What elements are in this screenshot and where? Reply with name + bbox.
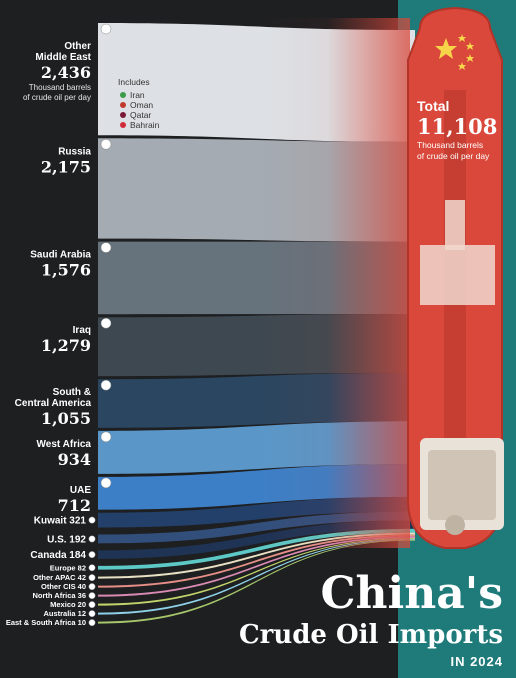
source-label: North Africa 36: [33, 591, 87, 600]
flow-band: [98, 532, 415, 579]
source-name: Middle East: [35, 52, 91, 63]
source-name: West Africa: [37, 439, 92, 450]
country-flag-icon: [100, 242, 112, 253]
china-flag-icon: [435, 34, 474, 70]
country-flag-icon: [100, 317, 112, 329]
chart-title: China's Crude Oil Imports IN 2024: [239, 568, 503, 669]
source-value: 2,436: [41, 63, 91, 82]
flow-band: [98, 538, 415, 606]
country-flag-icon: [88, 601, 96, 609]
flow-band: [98, 534, 415, 588]
country-flag-icon: [100, 379, 112, 391]
flow-band: [98, 538, 415, 615]
iran-flag-icon: [120, 92, 126, 98]
source-name: Central America: [15, 398, 92, 409]
unit-label: Thousand barrels: [29, 83, 91, 92]
includes-item: Iran: [130, 90, 145, 100]
source-name: Other: [64, 41, 91, 52]
source-label: East & South Africa 10: [6, 618, 86, 627]
bahrain-flag-icon: [120, 122, 126, 128]
source-label: Other APAC 42: [33, 573, 86, 582]
source-name: Saudi Arabia: [30, 250, 91, 261]
flow-fade-overlay: [260, 18, 410, 548]
country-flag-icon: [100, 477, 112, 489]
total-value: 11,108: [417, 114, 497, 139]
source-label: Europe 82: [50, 563, 86, 572]
country-flag-icon: [100, 23, 112, 35]
title-line1: China's: [321, 568, 503, 619]
source-name: Iraq: [73, 325, 91, 336]
qatar-flag-icon: [120, 112, 126, 118]
flow-band: [98, 528, 415, 570]
country-flag-icon: [88, 516, 96, 524]
country-flag-icon: [88, 574, 96, 582]
includes-legend: Includes Iran Oman Qatar Bahrain: [118, 77, 160, 130]
country-flag-icon: [88, 564, 96, 572]
source-value: 1,279: [41, 336, 91, 355]
includes-item: Bahrain: [130, 120, 160, 130]
source-name: Russia: [58, 146, 91, 157]
includes-item: Oman: [130, 100, 153, 110]
source-value: 934: [58, 450, 91, 469]
source-value: 1,055: [41, 409, 91, 428]
unit-label: of crude oil per day: [23, 93, 91, 102]
source-name: South &: [53, 387, 91, 398]
includes-heading: Includes: [118, 77, 150, 87]
total-unit-line1: Thousand barrels: [417, 140, 483, 150]
total-label: Total: [417, 98, 449, 114]
source-value: 2,175: [41, 157, 91, 176]
country-flag-icon: [88, 610, 96, 618]
source-value: 712: [58, 496, 91, 515]
total-block: Total 11,108 Thousand barrels of crude o…: [417, 98, 497, 161]
oil-tanker-ship: [407, 6, 504, 549]
source-label: Australia 12: [43, 609, 86, 618]
source-label: Other CIS 40: [41, 582, 86, 591]
country-flag-icon: [88, 551, 96, 559]
source-label: Mexico 20: [50, 600, 86, 609]
title-year: IN 2024: [450, 654, 503, 669]
country-flag-icon: [88, 535, 96, 543]
total-unit-line2: of crude oil per day: [417, 151, 490, 161]
country-flag-icon: [88, 592, 96, 600]
title-line2: Crude Oil Imports: [239, 620, 503, 650]
includes-item: Qatar: [130, 110, 151, 120]
source-name: UAE: [70, 485, 91, 496]
country-flag-icon: [100, 431, 112, 443]
oman-flag-icon: [120, 102, 126, 108]
source-label: U.S. 192: [47, 534, 86, 545]
country-flag-icon: [88, 619, 96, 627]
source-label: Kuwait 321: [34, 516, 87, 527]
country-flag-icon: [100, 139, 112, 150]
flow-band: [98, 536, 415, 597]
source-value: 1,576: [41, 261, 91, 280]
source-label: Canada 184: [30, 550, 86, 561]
country-flag-icon: [88, 583, 96, 591]
flow-band: [98, 539, 415, 624]
